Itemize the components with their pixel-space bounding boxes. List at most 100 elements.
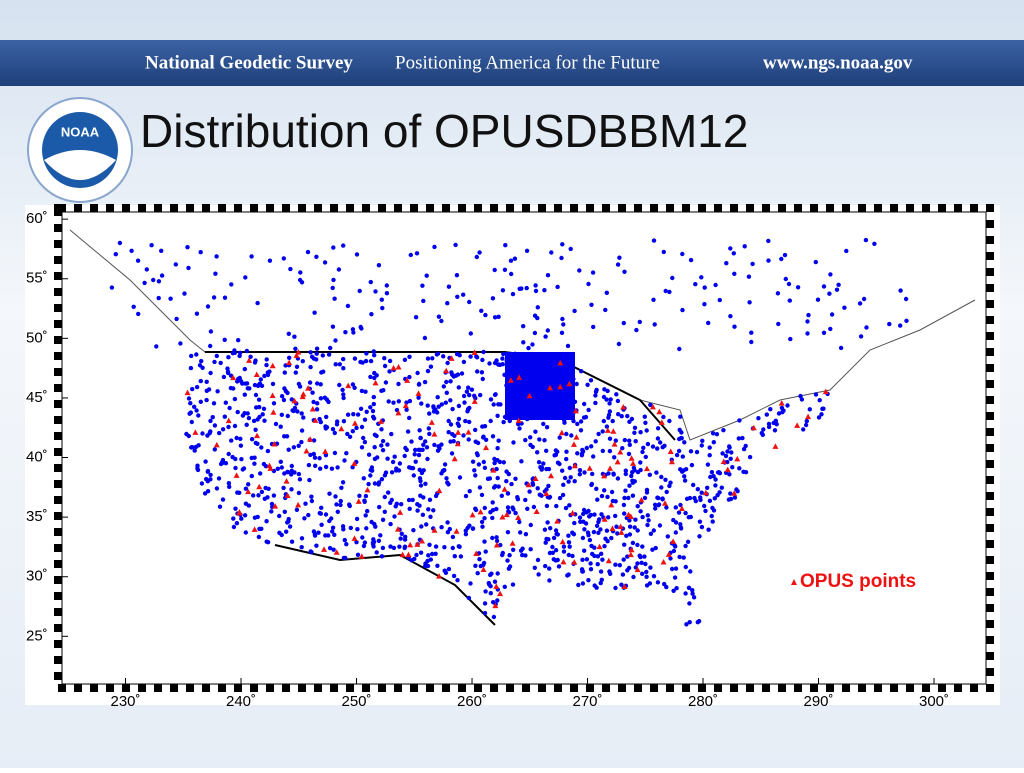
station-dot [546, 537, 551, 542]
station-dot [700, 438, 705, 443]
station-dot [334, 502, 339, 507]
opus-point [778, 400, 785, 406]
station-dot [282, 370, 287, 375]
opus-point [291, 397, 298, 404]
station-dot [194, 408, 199, 413]
opus-point [395, 363, 402, 370]
station-dot [205, 489, 211, 494]
station-dot [594, 387, 599, 393]
station-dot [588, 567, 594, 572]
station-dot [203, 459, 208, 464]
station-dot [399, 531, 404, 536]
station-dot [584, 445, 589, 451]
station-dot [553, 448, 559, 453]
station-dot [397, 544, 402, 549]
opus-point [213, 441, 220, 448]
opus-point [394, 526, 401, 532]
station-dot [467, 419, 472, 425]
station-dot [368, 374, 373, 380]
station-dot [361, 435, 366, 441]
station-dot [354, 252, 360, 257]
station-dot [532, 313, 538, 318]
station-dot [728, 246, 733, 251]
station-dot [234, 435, 239, 441]
station-dot [446, 482, 451, 487]
opus-point [503, 511, 510, 518]
station-dot [488, 397, 494, 402]
station-dot [529, 405, 534, 410]
station-dot [638, 430, 643, 435]
station-dot [548, 526, 553, 531]
station-dot [298, 270, 303, 275]
opus-point [233, 472, 240, 478]
opus-point [351, 460, 358, 466]
station-dot [217, 504, 223, 509]
station-dot [813, 259, 818, 265]
station-dot [205, 304, 211, 309]
station-dot [289, 487, 294, 492]
station-dot [589, 444, 594, 449]
station-dot [445, 360, 450, 366]
station-dot [562, 420, 567, 425]
station-dot [376, 538, 382, 543]
station-dot [222, 414, 227, 419]
opus-point [662, 500, 669, 506]
station-dot [619, 414, 624, 419]
station-dot [644, 569, 649, 575]
station-dot [577, 268, 582, 273]
station-dot [459, 371, 465, 376]
station-dot [256, 534, 262, 540]
station-dot [513, 383, 518, 388]
station-dot [308, 364, 313, 370]
station-dot [667, 289, 672, 295]
station-dot [289, 397, 294, 402]
station-dot [553, 452, 559, 457]
station-dot [620, 572, 626, 577]
station-dot [389, 497, 394, 503]
station-dot [193, 444, 199, 450]
station-dot [533, 384, 538, 389]
station-dot [293, 346, 298, 351]
station-dot [286, 519, 291, 524]
station-dot [425, 456, 430, 462]
opus-point [309, 405, 316, 412]
station-dot [347, 502, 352, 507]
station-dot [251, 493, 256, 498]
station-dot [482, 516, 487, 521]
station-dot [194, 384, 200, 390]
station-dot [186, 396, 192, 401]
station-dot [659, 485, 664, 490]
station-dot [322, 395, 328, 400]
station-dot [607, 569, 612, 574]
station-dot [500, 552, 505, 558]
station-dot [267, 369, 272, 374]
station-dot [380, 438, 386, 444]
station-dot [151, 277, 156, 283]
station-dot [198, 250, 203, 255]
station-dot [699, 275, 704, 280]
station-dot [211, 401, 217, 406]
station-dot [583, 414, 589, 420]
x-tick-label: 230˚ [111, 693, 141, 710]
station-dot [243, 530, 248, 535]
station-dot [291, 445, 297, 450]
station-dot [547, 566, 552, 571]
opus-point [272, 503, 279, 509]
station-dot [318, 396, 324, 401]
station-dot [491, 485, 497, 490]
station-dot [335, 465, 340, 470]
station-dot [645, 522, 650, 528]
station-dot [405, 429, 411, 434]
station-dot [330, 525, 336, 530]
station-dot [571, 418, 576, 424]
station-dot [319, 370, 324, 375]
station-dot [531, 504, 537, 510]
station-dot [524, 285, 529, 291]
station-dot [572, 520, 577, 526]
station-dot [240, 381, 245, 386]
opus-point [526, 392, 533, 399]
station-dot [572, 399, 578, 404]
station-dot [681, 555, 686, 560]
station-dot [368, 405, 373, 410]
opus-point [431, 431, 438, 437]
